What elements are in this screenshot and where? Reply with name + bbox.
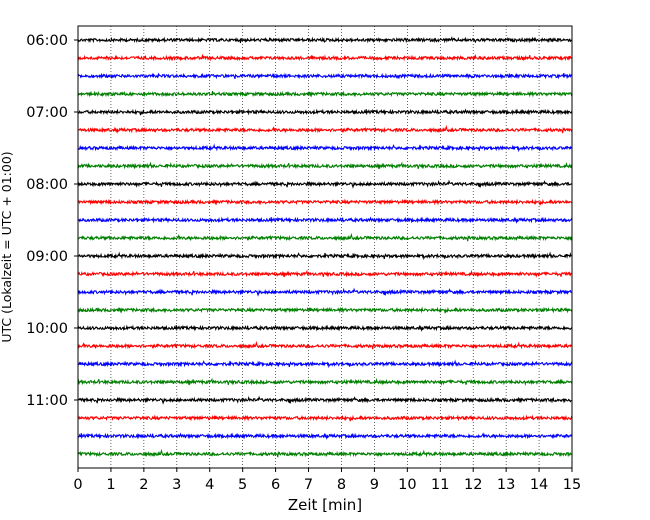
trace-line-1015 — [77, 340, 573, 350]
trace-line-0630 — [77, 72, 573, 80]
trace-line-0745 — [77, 161, 573, 170]
trace-line-0730 — [77, 143, 573, 153]
trace-line-0930 — [77, 287, 573, 297]
x-tick-label: 10 — [398, 477, 416, 493]
trace-line-0700 — [77, 108, 573, 116]
trace-line-0915 — [77, 269, 573, 278]
x-tick-label: 3 — [172, 477, 181, 493]
y-tick-label: 08:00 — [26, 177, 68, 193]
x-tick-label: 1 — [106, 477, 115, 493]
x-tick-label: 13 — [497, 477, 515, 493]
x-axis: 0 1 2 3 4 5 6 7 8 9 10 11 12 13 14 15 — [73, 468, 581, 493]
x-tick-label: 7 — [304, 477, 313, 493]
x-tick-label: 9 — [370, 477, 379, 493]
y-tick-label: 09:00 — [26, 249, 68, 265]
trace-line-1115 — [77, 414, 573, 422]
y-tick-label: 11:00 — [26, 393, 68, 409]
trace-line-0800 — [77, 179, 573, 189]
trace-line-0845 — [77, 232, 573, 242]
x-tick-label: 11 — [431, 477, 449, 493]
trace-line-0645 — [77, 90, 573, 98]
y-tick-label: 07:00 — [26, 105, 68, 121]
x-tick-label: 14 — [530, 477, 548, 493]
plot-frame — [77, 25, 573, 469]
trace-line-1145 — [77, 448, 573, 458]
trace-line-0830 — [77, 216, 573, 224]
x-tick-label: 5 — [238, 477, 247, 493]
x-tick-label: 2 — [139, 477, 148, 493]
trace-line-1000 — [77, 324, 573, 332]
trace-line-0900 — [77, 251, 573, 261]
x-tick-label: 8 — [337, 477, 346, 493]
trace-line-0715 — [77, 124, 573, 134]
trace-line-0600 — [77, 36, 573, 44]
trace-line-0945 — [77, 306, 573, 314]
trace-line-0615 — [77, 53, 573, 62]
x-tick-label: 12 — [464, 477, 482, 493]
trace-lines — [77, 36, 573, 458]
y-tick-label: 10:00 — [26, 321, 68, 337]
trace-line-1045 — [77, 377, 573, 386]
y-axis-label: UTC (Lokalzeit = UTC + 01:00) — [0, 151, 14, 342]
x-axis-label: Zeit [min] — [288, 496, 362, 514]
x-tick-label: 4 — [205, 477, 214, 493]
y-axis: 06:00 07:00 08:00 09:00 10:00 11:00 — [26, 33, 78, 409]
x-tick-label: 15 — [563, 477, 581, 493]
trace-line-1130 — [77, 432, 573, 440]
y-tick-label: 06:00 — [26, 33, 68, 49]
trace-line-0815 — [77, 198, 573, 206]
trace-line-1100 — [77, 395, 573, 405]
x-tick-label: 6 — [271, 477, 280, 493]
x-tick-label: 0 — [73, 477, 82, 493]
trace-line-1030 — [77, 359, 573, 369]
